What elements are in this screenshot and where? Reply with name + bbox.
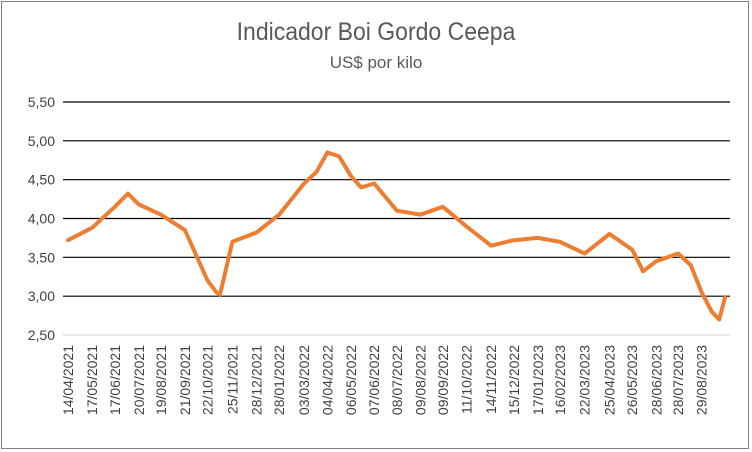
x-tick-label: 29/08/2023 xyxy=(694,345,710,415)
x-tick-label: 04/04/2022 xyxy=(319,345,335,415)
x-tick-label: 07/06/2022 xyxy=(366,345,382,415)
x-tick-label: 28/07/2023 xyxy=(670,345,686,415)
x-tick-label: 17/01/2023 xyxy=(530,345,546,415)
y-tick-label: 2,50 xyxy=(28,327,55,343)
x-tick-label: 15/12/2022 xyxy=(506,345,522,415)
x-tick-label: 28/12/2021 xyxy=(249,345,265,415)
y-tick-label: 4,00 xyxy=(28,211,55,227)
x-tick-label: 26/05/2023 xyxy=(624,345,640,415)
y-tick-label: 3,50 xyxy=(28,249,55,265)
x-tick-label: 11/10/2022 xyxy=(458,345,474,414)
x-tick-label: 09/08/2022 xyxy=(412,345,428,415)
x-tick-label: 28/01/2022 xyxy=(271,345,287,415)
x-tick-label: 16/02/2023 xyxy=(552,345,568,415)
series-line xyxy=(66,150,727,322)
chart-title: Indicador Boi Gordo Ceepa xyxy=(236,18,516,46)
x-tick-label: 25/04/2023 xyxy=(602,345,618,415)
chart-subtitle: US$ por kilo xyxy=(329,53,423,72)
x-tick-label: 03/03/2022 xyxy=(296,345,312,415)
x-tick-label: 28/06/2023 xyxy=(648,345,664,415)
x-tick-label: 22/03/2023 xyxy=(577,345,593,415)
y-tick-label: 5,00 xyxy=(28,133,55,149)
y-tick-label: 3,00 xyxy=(28,288,55,304)
x-tick-label: 22/10/2021 xyxy=(200,345,216,415)
x-tick-label: 25/11/2021 xyxy=(224,345,240,414)
y-tick-label: 4,50 xyxy=(28,172,55,188)
x-tick-label: 20/07/2021 xyxy=(131,345,147,415)
x-tick-label: 17/05/2021 xyxy=(84,345,100,415)
x-tick-label: 09/09/2022 xyxy=(435,345,451,415)
x-tick-label: 08/07/2022 xyxy=(389,345,405,415)
x-tick-label: 19/08/2021 xyxy=(153,345,169,415)
x-tick-label: 14/11/2022 xyxy=(483,345,499,414)
x-tick-label: 21/09/2021 xyxy=(177,345,193,415)
x-tick-label: 06/05/2022 xyxy=(343,345,359,415)
y-tick-label: 5,50 xyxy=(28,94,55,110)
x-tick-label: 17/06/2021 xyxy=(107,345,123,415)
x-tick-label: 14/04/2021 xyxy=(60,345,76,415)
